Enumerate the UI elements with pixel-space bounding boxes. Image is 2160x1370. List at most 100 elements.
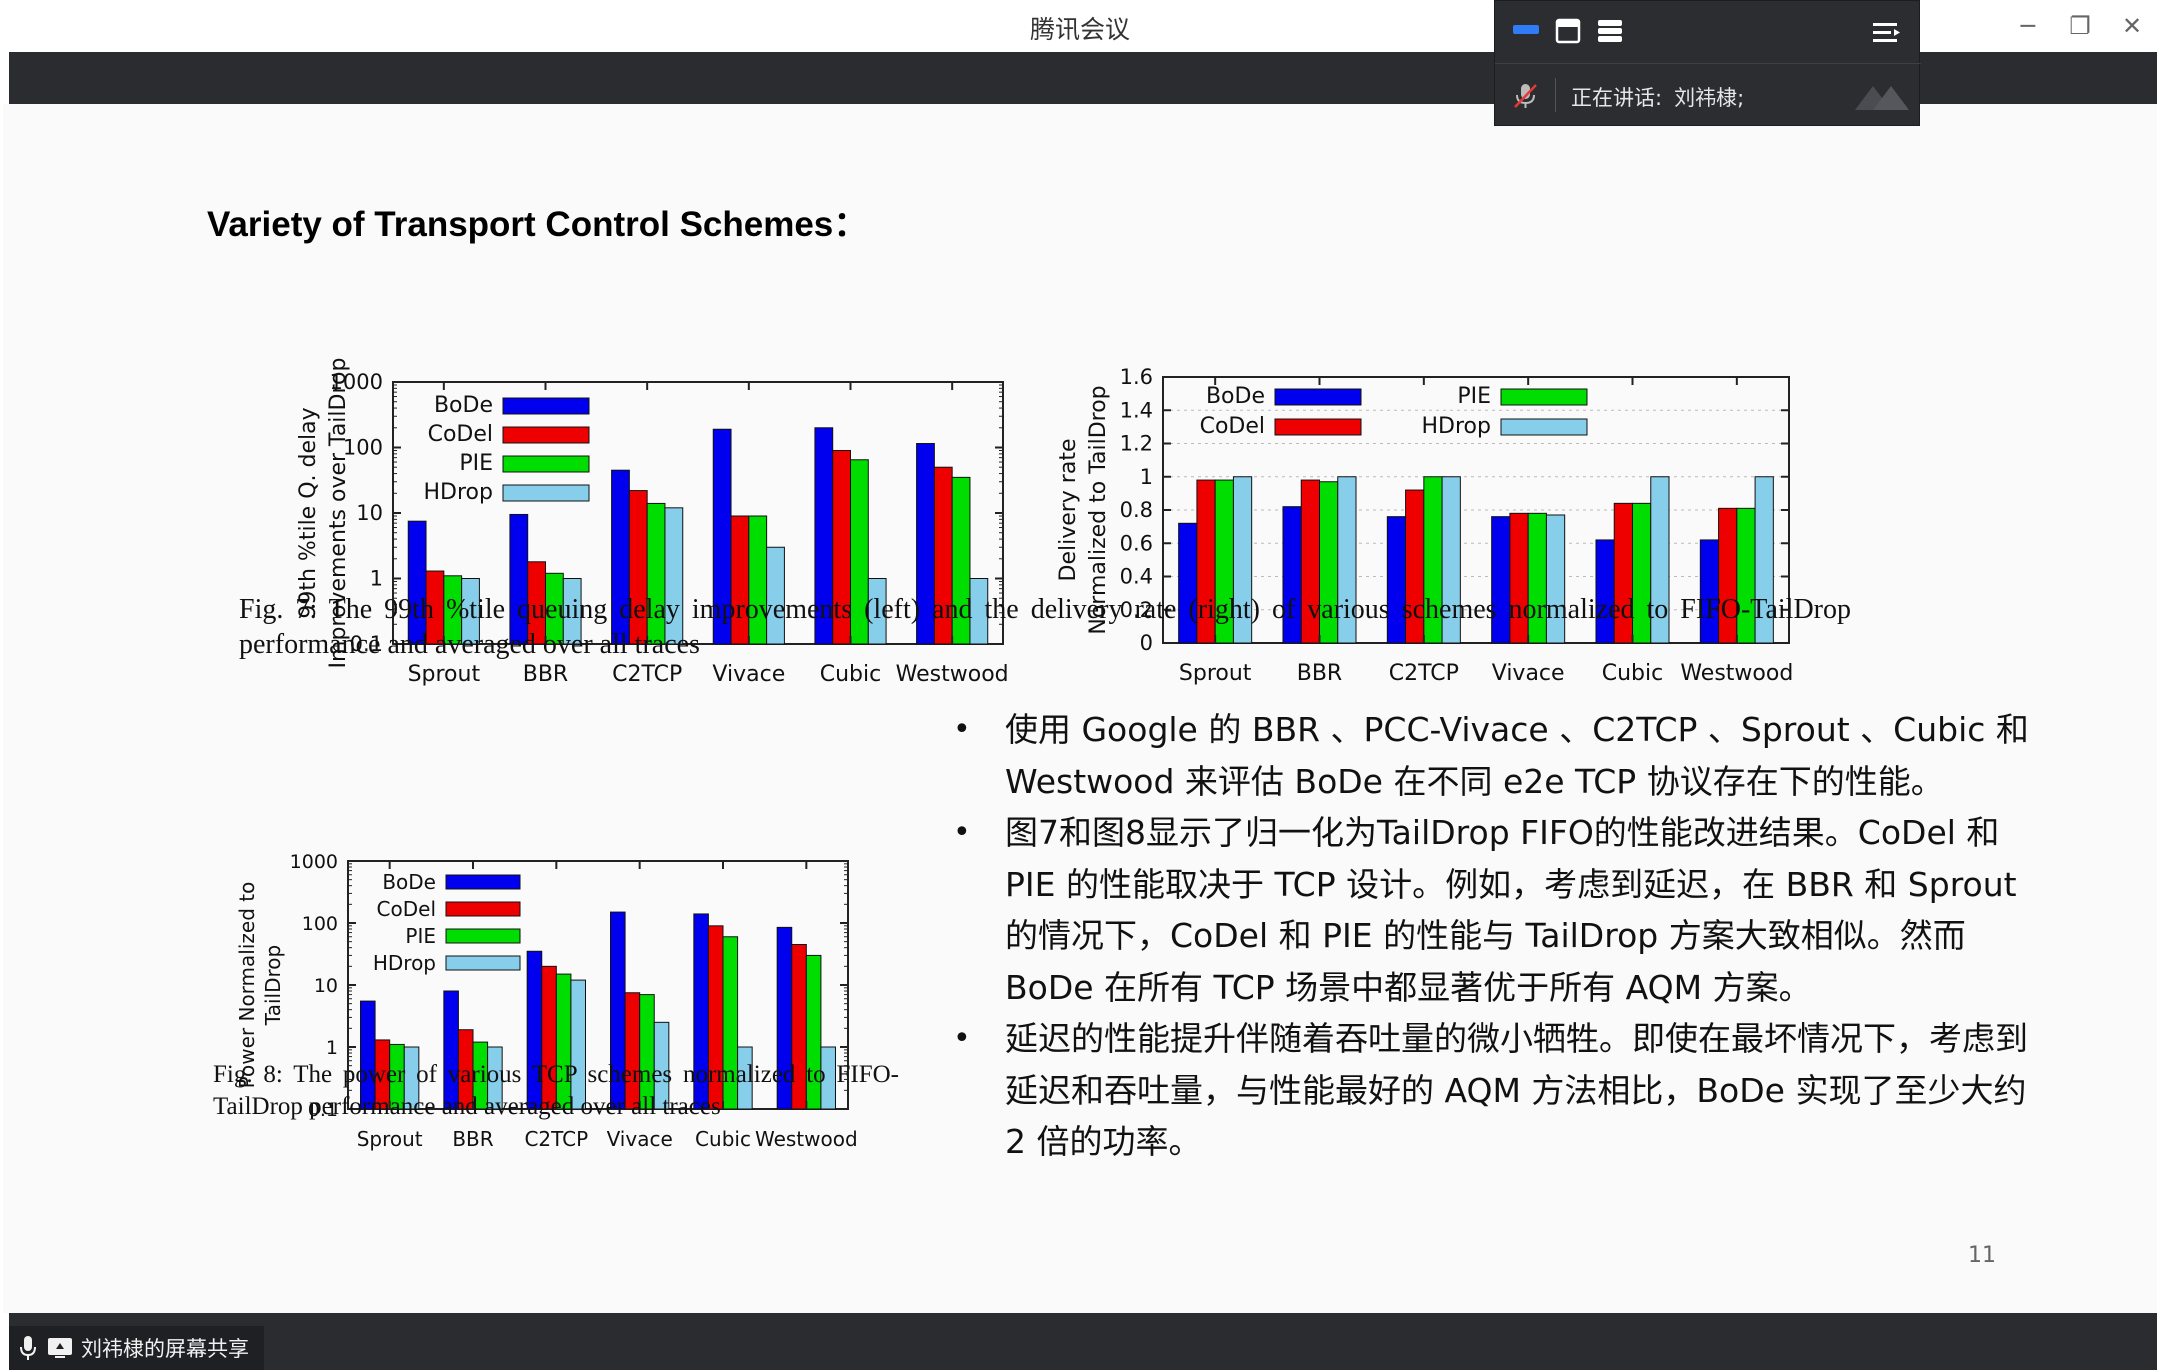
bottom-bar [9, 1313, 2157, 1370]
bar-hdrop-cubic [1650, 476, 1670, 644]
x-tick-label: Westwood [1680, 661, 1793, 686]
x-tick-label: C2TCP [524, 1127, 588, 1151]
y-tick-label: 0.8 [1120, 498, 1153, 522]
y-tick-label: 0.1 [308, 1099, 338, 1121]
legend-label: PIE [1457, 384, 1491, 409]
legend-swatch [502, 426, 590, 444]
panel-drag-handle-icon[interactable] [1851, 78, 1917, 118]
page-number: 11 [1968, 1243, 1996, 1268]
y-axis-label: TailDrop [261, 945, 285, 1026]
bar-pie-cubic [722, 936, 739, 1110]
legend-label: CoDel [428, 422, 493, 447]
share-tag-label: 刘祎棣的屏幕共享 [81, 1337, 249, 1361]
x-tick-label: Sprout [1179, 661, 1252, 686]
x-tick-label: Sprout [357, 1127, 423, 1151]
x-tick-label: BBR [452, 1127, 493, 1151]
fig8-power-chart: 0.1 1 10 100 1000 Sprout BBR C2TCP Vivace Cubic We… [235, 851, 858, 1151]
speaking-label: 正在讲话: [1571, 86, 1663, 110]
y-tick-label: 10 [314, 975, 338, 997]
legend-label: PIE [405, 924, 436, 948]
x-tick-label: C2TCP [612, 662, 682, 687]
legend-swatch [1274, 388, 1362, 406]
restore-button[interactable]: ❐ [2069, 12, 2091, 40]
legend-swatch [445, 874, 521, 890]
fig7-caption: Fig. 7: The 99th %tile queuing delay imp… [239, 594, 1851, 660]
x-tick-label: Sprout [408, 662, 481, 687]
fig8-caption: Fig. 8: The power of various TCP schemes… [213, 1061, 899, 1120]
bar-hdrop-c2tcp [570, 979, 586, 1110]
bar-hdrop-vivace [653, 1021, 670, 1110]
bullet-item: 图7和图8显示了归一化为TailDrop FIFO的性能改进结果。CoDel 和… [951, 807, 2031, 1013]
bar-hdrop-sprout [1232, 476, 1253, 644]
y-axis-label: Normalized to TailDrop [1086, 385, 1111, 634]
legend-swatch [445, 928, 521, 944]
speaking-text: 正在讲话: 刘祎棣; [1571, 82, 1744, 112]
y-tick-label: 1 [370, 567, 383, 591]
x-tick-label: C2TCP [1389, 661, 1459, 686]
gallery-view-icon[interactable] [1555, 18, 1581, 44]
app-title: 腾讯会议 [1029, 15, 1130, 44]
fig7-delivery-chart: 0 0.2 0.4 0.6 0.8 1 1.2 1.4 1.6 Sprout BBR C2TCP Viv… [1056, 365, 1793, 686]
slide-title: Variety of Transport Control Schemes： [207, 205, 869, 244]
x-tick-label: Vivace [607, 1127, 673, 1151]
minimize-button[interactable]: ─ [2020, 12, 2036, 40]
legend-label: CoDel [377, 897, 436, 921]
bullet-list: 使用 Google 的 BBR 、PCC-Vivace 、C2TCP 、Spro… [951, 704, 2031, 1168]
x-tick-label: Cubic [1602, 661, 1663, 686]
legend-swatch [1500, 418, 1588, 436]
y-tick-label: 1.6 [1120, 365, 1153, 389]
x-tick-label: BBR [1297, 661, 1342, 686]
y-tick-label: 0.2 [1120, 598, 1153, 622]
meeting-float-panel: 正在讲话: 刘祎棣; [1494, 0, 1921, 127]
legend-label: HDrop [373, 951, 436, 975]
speaking-indicator: 正在讲话: 刘祎棣; [1495, 64, 1921, 127]
y-axis-label: Delivery rate [1056, 439, 1081, 582]
legend-swatch [502, 455, 590, 473]
legend-swatch [1274, 418, 1362, 436]
y-tick-label: 1 [1140, 465, 1153, 489]
panel-view-controls [1495, 1, 1921, 64]
bar-pie-westwood [805, 954, 822, 1110]
list-view-icon[interactable] [1597, 18, 1623, 44]
bar-hdrop-sprout [403, 1046, 420, 1110]
bar-hdrop-vivace [1545, 514, 1566, 644]
bar-hdrop-bbr [487, 1046, 503, 1110]
bar-hdrop-sprout [461, 578, 480, 645]
y-tick-label: 100 [343, 436, 383, 460]
y-tick-label: 1000 [330, 370, 383, 394]
bar-hdrop-westwood [820, 1046, 837, 1110]
bar-hdrop-westwood [969, 578, 989, 645]
screen-share-tag[interactable]: 刘祎棣的屏幕共享 [9, 1326, 264, 1370]
y-tick-label: 1.4 [1120, 398, 1153, 422]
screen-share-icon [48, 1338, 72, 1358]
y-tick-label: 0.1 [350, 632, 383, 656]
y-tick-label: 0.4 [1120, 565, 1153, 589]
x-tick-label: Westwood [896, 662, 1009, 687]
y-tick-label: 10 [356, 501, 383, 525]
bar-hdrop-bbr [562, 578, 582, 645]
y-axis-label: Improvements over TailDrop [326, 358, 351, 669]
legend-label: BoDe [382, 870, 436, 894]
y-axis-label: 99th %tile Q. delay [296, 407, 321, 618]
legend-label: HDrop [1422, 414, 1491, 439]
bar-hdrop-vivace [766, 546, 785, 645]
y-axis-label: Power Normalized to [235, 882, 259, 1089]
legend-label: HDrop [424, 480, 493, 505]
bar-pie-westwood [951, 476, 971, 645]
x-tick-label: Cubic [695, 1127, 751, 1151]
close-button[interactable]: ✕ [2121, 12, 2143, 40]
bar-hdrop-cubic [737, 1046, 753, 1110]
shared-slide: Variety of Transport Control Schemes： 0.… [3, 104, 2157, 1313]
bar-hdrop-westwood [1754, 476, 1774, 644]
bar-hdrop-cubic [867, 578, 887, 645]
y-tick-label: 0 [1140, 631, 1153, 655]
menu-expand-icon[interactable] [1873, 21, 1901, 45]
y-tick-label: 1.2 [1120, 432, 1153, 456]
x-tick-label: Vivace [1492, 661, 1565, 686]
x-tick-label: Vivace [712, 662, 785, 687]
panel-divider [1555, 78, 1556, 112]
legend-label: CoDel [1200, 414, 1265, 439]
bar-hdrop-c2tcp [664, 507, 684, 645]
mic-muted-icon[interactable] [1513, 82, 1539, 110]
collapse-view-icon[interactable] [1513, 25, 1539, 35]
